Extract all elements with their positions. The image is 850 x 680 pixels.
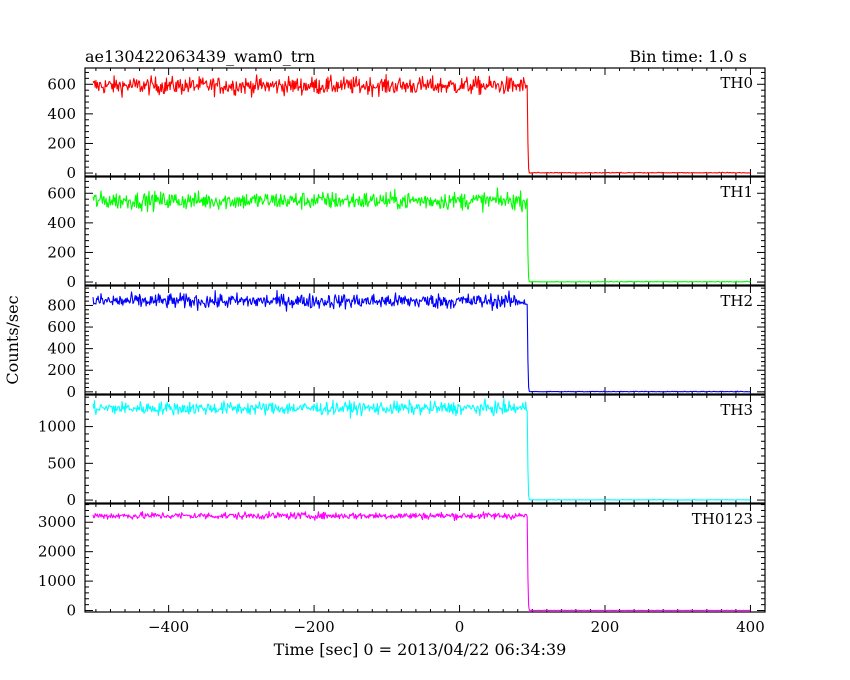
- y-tick-label: 200: [47, 134, 76, 152]
- series-label-th0123: TH0123: [692, 510, 753, 528]
- y-tick-label: 0: [66, 273, 76, 291]
- x-tick-label: −200: [293, 618, 334, 636]
- y-tick-label: 400: [47, 214, 76, 232]
- panel-frame: [84, 503, 766, 613]
- panel-th0123: 0 1000 2000 3000 TH0123 −400 −200 0 200 400: [38, 503, 766, 636]
- panel-th3: 0 500 1000 TH3: [38, 394, 766, 509]
- x-tick-label: 400: [736, 618, 765, 636]
- series-label-th0: TH0: [720, 74, 753, 92]
- series-line-th0: [92, 73, 751, 174]
- x-axis-label: Time [sec] 0 = 2013/04/22 06:34:39: [274, 640, 567, 659]
- y-tick-label: 1000: [38, 572, 76, 590]
- chart-title: ae130422063439_wam0_trn: [85, 47, 315, 66]
- y-tick-label: 400: [47, 105, 76, 123]
- panel-frame: [84, 67, 766, 177]
- x-tick-label: 200: [591, 618, 620, 636]
- y-tick-label: 400: [47, 340, 76, 358]
- y-tick-label: 600: [47, 184, 76, 202]
- y-tick-label: 1000: [38, 418, 76, 436]
- panel-th0: 0 200 400 600 TH0: [47, 67, 766, 182]
- y-tick-label: 0: [66, 164, 76, 182]
- y-axis-label: Counts/sec: [3, 295, 22, 384]
- panel-th2: 0 200 400 600 800 TH2: [47, 285, 766, 401]
- panels-group: 0 200 400 600 TH0 0 200 400 600 TH1 0 200 400 600 800 T…: [38, 67, 766, 636]
- y-tick-label: 800: [47, 296, 76, 314]
- series-line-th1: [92, 187, 751, 283]
- series-line-th0123: [92, 510, 751, 612]
- series-label-th1: TH1: [720, 183, 753, 201]
- y-tick-label: 0: [66, 602, 76, 620]
- bin-time-label: Bin time: 1.0 s: [629, 47, 747, 66]
- y-tick-label: 0: [66, 491, 76, 509]
- series-label-th2: TH2: [720, 292, 753, 310]
- y-tick-label: 200: [47, 243, 76, 261]
- series-line-th3: [92, 397, 751, 501]
- panel-frame: [84, 285, 766, 395]
- series-line-th2: [92, 290, 751, 393]
- y-tick-label: 600: [47, 318, 76, 336]
- y-tick-label: 200: [47, 361, 76, 379]
- y-tick-label: 2000: [38, 543, 76, 561]
- y-tick-label: 500: [47, 454, 76, 472]
- series-label-th3: TH3: [720, 401, 753, 419]
- y-tick-label: 3000: [38, 513, 76, 531]
- x-tick-label: 0: [455, 618, 465, 636]
- y-tick-label: 0: [66, 383, 76, 401]
- x-tick-label: −400: [148, 618, 189, 636]
- panel-frame: [84, 176, 766, 286]
- y-tick-label: 600: [47, 75, 76, 93]
- panel-th1: 0 200 400 600 TH1: [47, 176, 766, 291]
